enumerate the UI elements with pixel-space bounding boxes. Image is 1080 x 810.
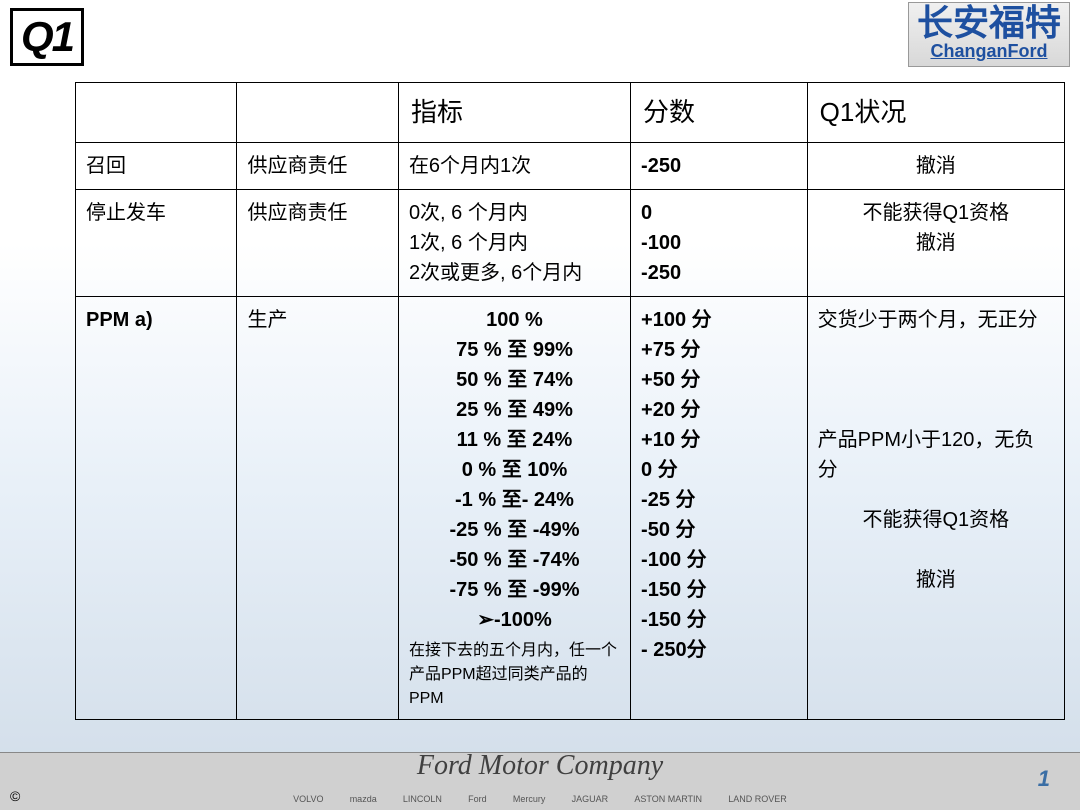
ppm-score-item: -150 分 (641, 605, 797, 635)
ppm-indicator-item: -25 % 至 -49% (409, 515, 620, 545)
ppm-indicator-item: 50 % 至 74% (409, 365, 620, 395)
copyright-symbol: © (10, 788, 20, 804)
cell-stopship-title: 停止发车 (76, 190, 237, 297)
ppm-indicator-item: -75 % 至 -99% (409, 575, 620, 605)
ppm-indicator-item: 75 % 至 99% (409, 335, 620, 365)
row-recall: 召回 供应商责任 在6个月内1次 -250 撤消 (76, 143, 1065, 190)
header-score: 分数 (631, 83, 808, 143)
q1-logo: Q1 (10, 8, 84, 66)
ppm-q1-note2: 产品PPM小于120，无负分 (818, 425, 1054, 485)
ppm-indicator-item: 25 % 至 49% (409, 395, 620, 425)
cell-stopship-q1: 不能获得Q1资格 撤消 (807, 190, 1064, 297)
cell-recall-resp: 供应商责任 (237, 143, 398, 190)
cell-recall-score: -250 (631, 143, 808, 190)
cell-ppm-q1: 交货少于两个月，无正分 产品PPM小于120，无负分 不能获得Q1资格 撤消 (807, 297, 1064, 720)
brand-row: VOLVO mazda LINCOLN Ford Mercury JAGUAR ASTON … (280, 792, 800, 806)
ppm-score-item: - 250分 (641, 635, 797, 665)
brand-logo: ASTON MARTIN (630, 792, 706, 806)
q1-logo-text: Q1 (21, 13, 73, 60)
company-name-cn: 长安福特 (917, 5, 1061, 41)
cell-ppm-title: PPM a) (76, 297, 237, 720)
cell-ppm-indicator: 100 %75 % 至 99%50 % 至 74%25 % 至 49%11 % … (398, 297, 630, 720)
header-blank1 (76, 83, 237, 143)
cell-recall-q1: 撤消 (807, 143, 1064, 190)
row-ppm: PPM a) 生产 100 %75 % 至 99%50 % 至 74%25 % … (76, 297, 1065, 720)
brand-logo: LAND ROVER (724, 792, 791, 806)
header-blank2 (237, 83, 398, 143)
ppm-score-item: +50 分 (641, 365, 797, 395)
ppm-score-item: -50 分 (641, 515, 797, 545)
ppm-score-item: -150 分 (641, 575, 797, 605)
scoring-table: 指标 分数 Q1状况 召回 供应商责任 在6个月内1次 -250 撤消 停止发车… (75, 82, 1065, 720)
cell-stopship-resp: 供应商责任 (237, 190, 398, 297)
ppm-indicator-item: 100 % (409, 305, 620, 335)
ppm-indicator-item: -50 % 至 -74% (409, 545, 620, 575)
cell-stopship-score: 0 -100 -250 (631, 190, 808, 297)
ppm-score-item: -25 分 (641, 485, 797, 515)
ppm-q1-note3: 不能获得Q1资格 (818, 505, 1054, 535)
brand-logo: mazda (346, 792, 381, 806)
header-indicator: 指标 (398, 83, 630, 143)
ppm-q1-note4: 撤消 (818, 565, 1054, 595)
cell-recall-indicator: 在6个月内1次 (398, 143, 630, 190)
cell-stopship-indicator: 0次, 6 个月内 1次, 6 个月内 2次或更多, 6个月内 (398, 190, 630, 297)
ppm-score-item: -100 分 (641, 545, 797, 575)
ford-motor-script: Ford Motor Company (0, 750, 1080, 782)
cell-ppm-score: +100 分+75 分+50 分+20 分+10 分0 分-25 分-50 分-… (631, 297, 808, 720)
brand-logo: Mercury (509, 792, 550, 806)
ppm-indicator-item: 11 % 至 24% (409, 425, 620, 455)
brand-logo: JAGUAR (568, 792, 613, 806)
table-header-row: 指标 分数 Q1状况 (76, 83, 1065, 143)
brand-logo: VOLVO (289, 792, 327, 806)
ppm-indicator-note: 在接下去的五个月内，任一个产品PPM超过同类产品的PPM (409, 639, 620, 711)
brand-logo: Ford (464, 792, 491, 806)
cell-ppm-resp: 生产 (237, 297, 398, 720)
ppm-score-item: 0 分 (641, 455, 797, 485)
ppm-indicator-item: 0 % 至 10% (409, 455, 620, 485)
ppm-score-item: +20 分 (641, 395, 797, 425)
ppm-indicator-list: 100 %75 % 至 99%50 % 至 74%25 % 至 49%11 % … (409, 305, 620, 635)
ppm-indicator-item: ➢-100% (409, 605, 620, 635)
ppm-indicator-item: -1 % 至- 24% (409, 485, 620, 515)
ppm-score-item: +75 分 (641, 335, 797, 365)
page-number: 1 (1038, 766, 1050, 792)
row-stopship: 停止发车 供应商责任 0次, 6 个月内 1次, 6 个月内 2次或更多, 6个… (76, 190, 1065, 297)
cell-recall-title: 召回 (76, 143, 237, 190)
brand-logo: LINCOLN (399, 792, 446, 806)
header-q1status: Q1状况 (807, 83, 1064, 143)
company-name-en: ChanganFord (917, 41, 1061, 62)
company-logo: 长安福特 ChanganFord (908, 2, 1070, 67)
ppm-q1-note1: 交货少于两个月，无正分 (818, 305, 1054, 335)
ppm-score-item: +10 分 (641, 425, 797, 455)
ppm-score-item: +100 分 (641, 305, 797, 335)
